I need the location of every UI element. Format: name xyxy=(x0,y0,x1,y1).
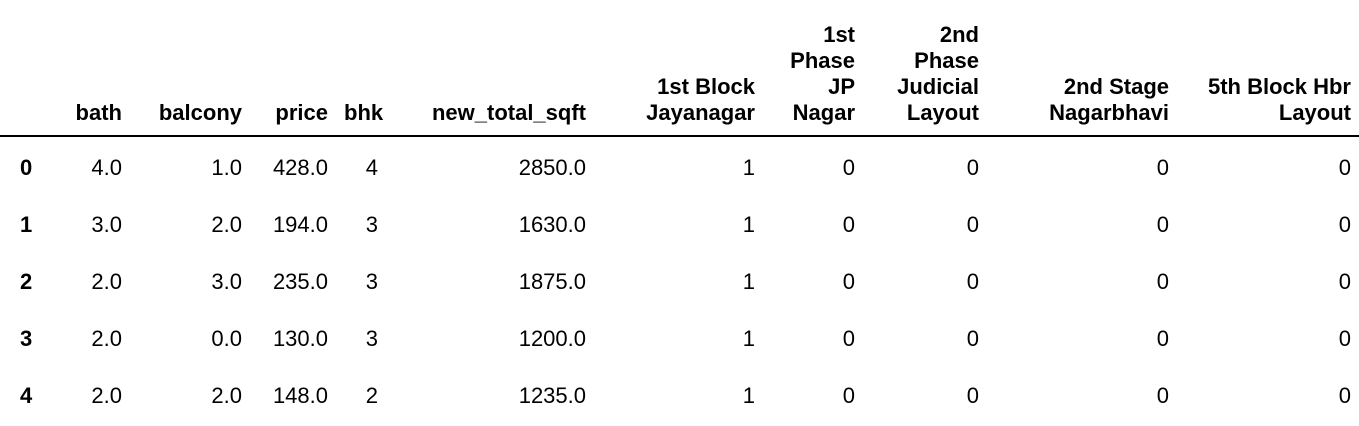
table-cell: 2 xyxy=(365,382,378,408)
row-index: 0 xyxy=(20,155,33,180)
table-cell: 0 xyxy=(1156,155,1169,180)
table-cell: 0 xyxy=(966,325,979,351)
table-cell: 1 xyxy=(742,268,755,294)
table-cell: 0 xyxy=(842,268,855,294)
row-index: 3 xyxy=(20,325,33,351)
table-cell: 0 xyxy=(1156,382,1169,408)
table-cell: 0 xyxy=(842,325,855,351)
table-cell: 0 xyxy=(966,211,979,237)
row-index: 1 xyxy=(20,211,33,237)
column-header-2nd-stage-nagarbhavi: 2nd Stage Nagarbhavi xyxy=(987,0,1177,137)
row-index: 2 xyxy=(20,268,33,294)
column-header-price: price xyxy=(250,0,336,137)
column-header-bhk: bhk xyxy=(336,0,386,137)
table-cell: 1875.0 xyxy=(518,268,586,294)
table-cell: 3 xyxy=(365,325,378,351)
column-header-1st-phase-jp-nagar: 1st Phase JP Nagar xyxy=(763,0,863,137)
table-cell: 0.0 xyxy=(211,325,242,351)
table-cell: 0 xyxy=(966,155,979,180)
table-cell: 1 xyxy=(742,325,755,351)
table-row: 3 2.0 0.0 130.0 3 1200.0 1 0 0 0 0 xyxy=(0,307,1359,364)
table-cell: 1200.0 xyxy=(518,325,586,351)
column-header-balcony: balcony xyxy=(130,0,250,137)
table-cell: 0 xyxy=(1156,268,1169,294)
table-cell: 0 xyxy=(966,268,979,294)
table-cell: 2.0 xyxy=(91,382,122,408)
table-cell: 4.0 xyxy=(91,155,122,180)
table-cell: 235.0 xyxy=(272,268,328,294)
table-cell: 148.0 xyxy=(272,382,328,408)
column-header-new-total-sqft: new_total_sqft xyxy=(386,0,594,137)
table-cell: 0 xyxy=(1156,211,1169,237)
table-row: 2 2.0 3.0 235.0 3 1875.0 1 0 0 0 0 xyxy=(0,250,1359,307)
table-cell: 2850.0 xyxy=(518,155,586,180)
index-header xyxy=(0,0,56,137)
table-cell: 1235.0 xyxy=(518,382,586,408)
table-cell: 428.0 xyxy=(272,155,328,180)
table-cell: 0 xyxy=(842,155,855,180)
table-cell: 2.0 xyxy=(91,268,122,294)
table-cell: 3.0 xyxy=(91,211,122,237)
table-cell: 1630.0 xyxy=(518,211,586,237)
table-cell: 0 xyxy=(1338,211,1351,237)
table-cell: 3.0 xyxy=(211,268,242,294)
table-cell: 0 xyxy=(1338,155,1351,180)
header-row: bath balcony price bhk new_total_sqft 1s… xyxy=(0,0,1359,137)
column-header-2nd-phase-judicial-layout: 2nd Phase Judicial Layout xyxy=(863,0,987,137)
table-cell: 0 xyxy=(842,382,855,408)
table-row: 0 4.0 1.0 428.0 4 2850.0 1 0 0 0 0 xyxy=(0,136,1359,193)
table-body: 0 4.0 1.0 428.0 4 2850.0 1 0 0 0 0 1 3.0 2.0 194.0 3 163… xyxy=(0,136,1359,421)
table-row: 4 2.0 2.0 148.0 2 1235.0 1 0 0 0 0 xyxy=(0,364,1359,421)
table-cell: 0 xyxy=(1338,382,1351,408)
column-header-bath: bath xyxy=(56,0,130,137)
column-header-1st-block-jayanagar: 1st Block Jayanagar xyxy=(594,0,763,137)
column-header-5th-block-hbr-layout: 5th Block Hbr Layout xyxy=(1177,0,1359,137)
table-cell: 194.0 xyxy=(272,211,328,237)
table-cell: 3 xyxy=(365,211,378,237)
table-cell: 1.0 xyxy=(211,155,242,180)
table-cell: 4 xyxy=(365,155,378,180)
table-cell: 1 xyxy=(742,211,755,237)
table-cell: 0 xyxy=(966,382,979,408)
table-cell: 0 xyxy=(1338,325,1351,351)
table-cell: 0 xyxy=(1156,325,1169,351)
table-cell: 0 xyxy=(1338,268,1351,294)
table-cell: 0 xyxy=(842,211,855,237)
row-index: 4 xyxy=(20,382,33,408)
table-cell: 2.0 xyxy=(91,325,122,351)
table-header: bath balcony price bhk new_total_sqft 1s… xyxy=(0,0,1359,137)
table-row: 1 3.0 2.0 194.0 3 1630.0 1 0 0 0 0 xyxy=(0,193,1359,250)
table-cell: 2.0 xyxy=(211,211,242,237)
table-cell: 3 xyxy=(365,268,378,294)
table-cell: 1 xyxy=(742,155,755,180)
table-cell: 1 xyxy=(742,382,755,408)
table-cell: 130.0 xyxy=(272,325,328,351)
table-cell: 2.0 xyxy=(211,382,242,408)
